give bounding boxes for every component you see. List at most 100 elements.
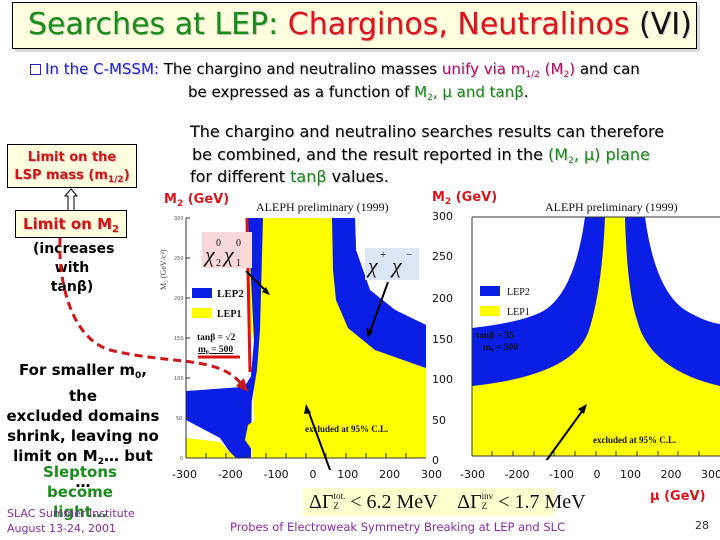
right-x-ticks: -300 -200 -100 0 100 200 300 bbox=[460, 468, 720, 481]
lsp-limit-box: Limit on the LSP mass (m1/2) bbox=[7, 144, 137, 188]
bullet-line-1: In the C-MSSM: The chargino and neutrali… bbox=[30, 60, 640, 80]
smaller-line-4-text: limit on M bbox=[13, 447, 98, 465]
slide-title: Searches at LEP: Charginos, Neutralinos … bbox=[12, 2, 697, 49]
paragraph-line2-text: be combined, and the result reported in … bbox=[192, 145, 543, 164]
footer-dates: August 13-24, 2001 bbox=[7, 522, 116, 535]
svg-text:150: 150 bbox=[174, 336, 184, 342]
svg-text:χ: χ bbox=[203, 242, 216, 267]
left-m2-sub: 2 bbox=[176, 199, 184, 209]
smaller-line-4: limit on M2… but … bbox=[4, 446, 162, 492]
svg-text:300: 300 bbox=[174, 216, 184, 222]
legend-lep2: LEP2 bbox=[217, 288, 244, 300]
tick: 200 bbox=[660, 468, 682, 481]
smaller-line-3: shrink, leaving no bbox=[7, 427, 159, 445]
title-part-searches: Searches at LEP: bbox=[28, 7, 279, 42]
left-m2: M bbox=[164, 192, 177, 207]
svg-text:χ: χ bbox=[366, 253, 379, 278]
lsp-box-line-1: Limit on the bbox=[27, 150, 117, 165]
formula-inv-scripts: inv Z bbox=[482, 491, 494, 511]
tick: 300 bbox=[432, 210, 453, 223]
tick: 0 bbox=[593, 468, 601, 481]
title-part-charginos: Charginos, Neutralinos bbox=[287, 7, 630, 42]
formula-tot: ΔΓ bbox=[309, 491, 334, 513]
right-y-ticks: 300 250 200 150 100 50 0 bbox=[432, 210, 462, 470]
bullet-line2-text: be expressed as a function of bbox=[188, 83, 410, 101]
bullet-line2-m2: M bbox=[414, 83, 428, 101]
m2-box-sub: 2 bbox=[112, 224, 119, 235]
formula-inv-sub: Z bbox=[481, 501, 488, 511]
formula-tot-value: < 6.2 MeV bbox=[350, 491, 438, 513]
paragraph-line-1: The chargino and neutralino searches res… bbox=[190, 122, 665, 141]
smaller-line-2: excluded domains bbox=[6, 407, 160, 425]
checkbox-bullet-icon bbox=[30, 64, 41, 75]
mu-axis-label: μ (GeV) bbox=[650, 489, 706, 504]
svg-text:m₀ = 500: m₀ = 500 bbox=[483, 343, 518, 353]
footer-institute: SLAC Summer Institute August 13-24, 2001 bbox=[7, 506, 135, 536]
left-m2-unit: (GeV) bbox=[187, 192, 230, 207]
svg-text:0: 0 bbox=[216, 238, 221, 249]
formula-inv-value: < 1.7 MeV bbox=[498, 491, 586, 513]
svg-text:M₂ (GeV/c²): M₂ (GeV/c²) bbox=[160, 249, 168, 290]
sleptons-line-2: light… bbox=[53, 503, 107, 521]
formula-inv: ΔΓ bbox=[457, 491, 482, 513]
tick: 0 bbox=[309, 468, 317, 481]
svg-text:tanβ = 35: tanβ = 35 bbox=[476, 331, 514, 341]
right-m2: M bbox=[432, 190, 445, 205]
bullet-unify-sub: 1/2 bbox=[525, 70, 540, 80]
bullet-m2-close: ) bbox=[569, 60, 576, 78]
formula-tot-scripts: tot. Z bbox=[333, 491, 345, 511]
left-x-ticks: -300 -200 -100 0 100 200 300 bbox=[172, 468, 442, 481]
lsp-box-end: ) bbox=[123, 168, 130, 183]
svg-text:LEP1: LEP1 bbox=[217, 309, 241, 320]
tick: 200 bbox=[432, 292, 453, 305]
smaller-line-1: For smaller m0, the bbox=[4, 360, 162, 406]
svg-text:excluded at 95% C.L.: excluded at 95% C.L. bbox=[305, 424, 388, 434]
paragraph-plane-end: , μ) plane bbox=[573, 145, 650, 164]
bullet-m2: (M bbox=[544, 60, 564, 78]
lsp-box-text: LSP mass (m bbox=[14, 168, 108, 183]
paragraph-line3-text: for different bbox=[190, 167, 286, 186]
smaller-line-4-end: … but … bbox=[75, 447, 153, 491]
footer-center-title: Probes of Electroweak Symmetry Breaking … bbox=[230, 520, 566, 534]
paragraph-line-2: be combined, and the result reported in … bbox=[192, 145, 650, 166]
tick: 150 bbox=[432, 333, 453, 346]
tick: 300 bbox=[420, 468, 442, 481]
increases-note: (increases with tanβ) bbox=[33, 240, 114, 297]
bullet-line2-m2-sub: 2 bbox=[427, 93, 433, 103]
smaller-line-1-text: For smaller m bbox=[19, 361, 135, 379]
tick: -100 bbox=[263, 468, 289, 481]
bullet-line-2: be expressed as a function of M2, μ and … bbox=[188, 83, 529, 103]
paragraph-tanb: tanβ bbox=[290, 167, 327, 186]
bullet-text-2: and can bbox=[579, 60, 640, 78]
tick: 0 bbox=[432, 454, 439, 467]
footer-institute-name: SLAC Summer Institute bbox=[7, 507, 135, 520]
svg-text:−: − bbox=[406, 249, 412, 261]
sleptons-note: Sleptons become light… bbox=[10, 462, 150, 522]
svg-text:LEP1: LEP1 bbox=[507, 307, 530, 318]
formula-inv-sup: inv bbox=[481, 491, 494, 501]
bullet-line2-end: . bbox=[523, 83, 529, 101]
bullet-lead: In the C-MSSM: bbox=[45, 60, 159, 78]
left-chart-title: ALEPH preliminary (1999) bbox=[256, 200, 389, 214]
tick: 100 bbox=[337, 468, 359, 481]
up-arrow-icon bbox=[64, 188, 78, 212]
tick: 100 bbox=[619, 468, 641, 481]
bullet-text: The chargino and neutralino masses bbox=[163, 60, 438, 78]
left-chart-y-label: M2 (GeV) bbox=[164, 192, 229, 209]
right-chart-y-label: M2 (GeV) bbox=[432, 190, 497, 207]
tick: 250 bbox=[432, 250, 453, 263]
svg-text:2: 2 bbox=[216, 258, 221, 269]
tick: -300 bbox=[460, 468, 485, 481]
svg-text:1: 1 bbox=[236, 258, 241, 269]
svg-text:0: 0 bbox=[236, 238, 241, 249]
svg-text:LEP2: LEP2 bbox=[507, 287, 530, 298]
tick: -200 bbox=[504, 468, 530, 481]
tick: 300 bbox=[701, 468, 720, 481]
svg-text:250: 250 bbox=[174, 256, 184, 262]
svg-text:+: + bbox=[380, 249, 386, 261]
right-chart-plot: LEP2 LEP1 tanβ = 35 m₀ = 500 excluded at… bbox=[471, 216, 720, 460]
paragraph-plane-sub: 2 bbox=[568, 156, 574, 166]
paragraph-plane: (M bbox=[548, 145, 569, 164]
lsp-box-sub: 1/2 bbox=[107, 175, 124, 185]
